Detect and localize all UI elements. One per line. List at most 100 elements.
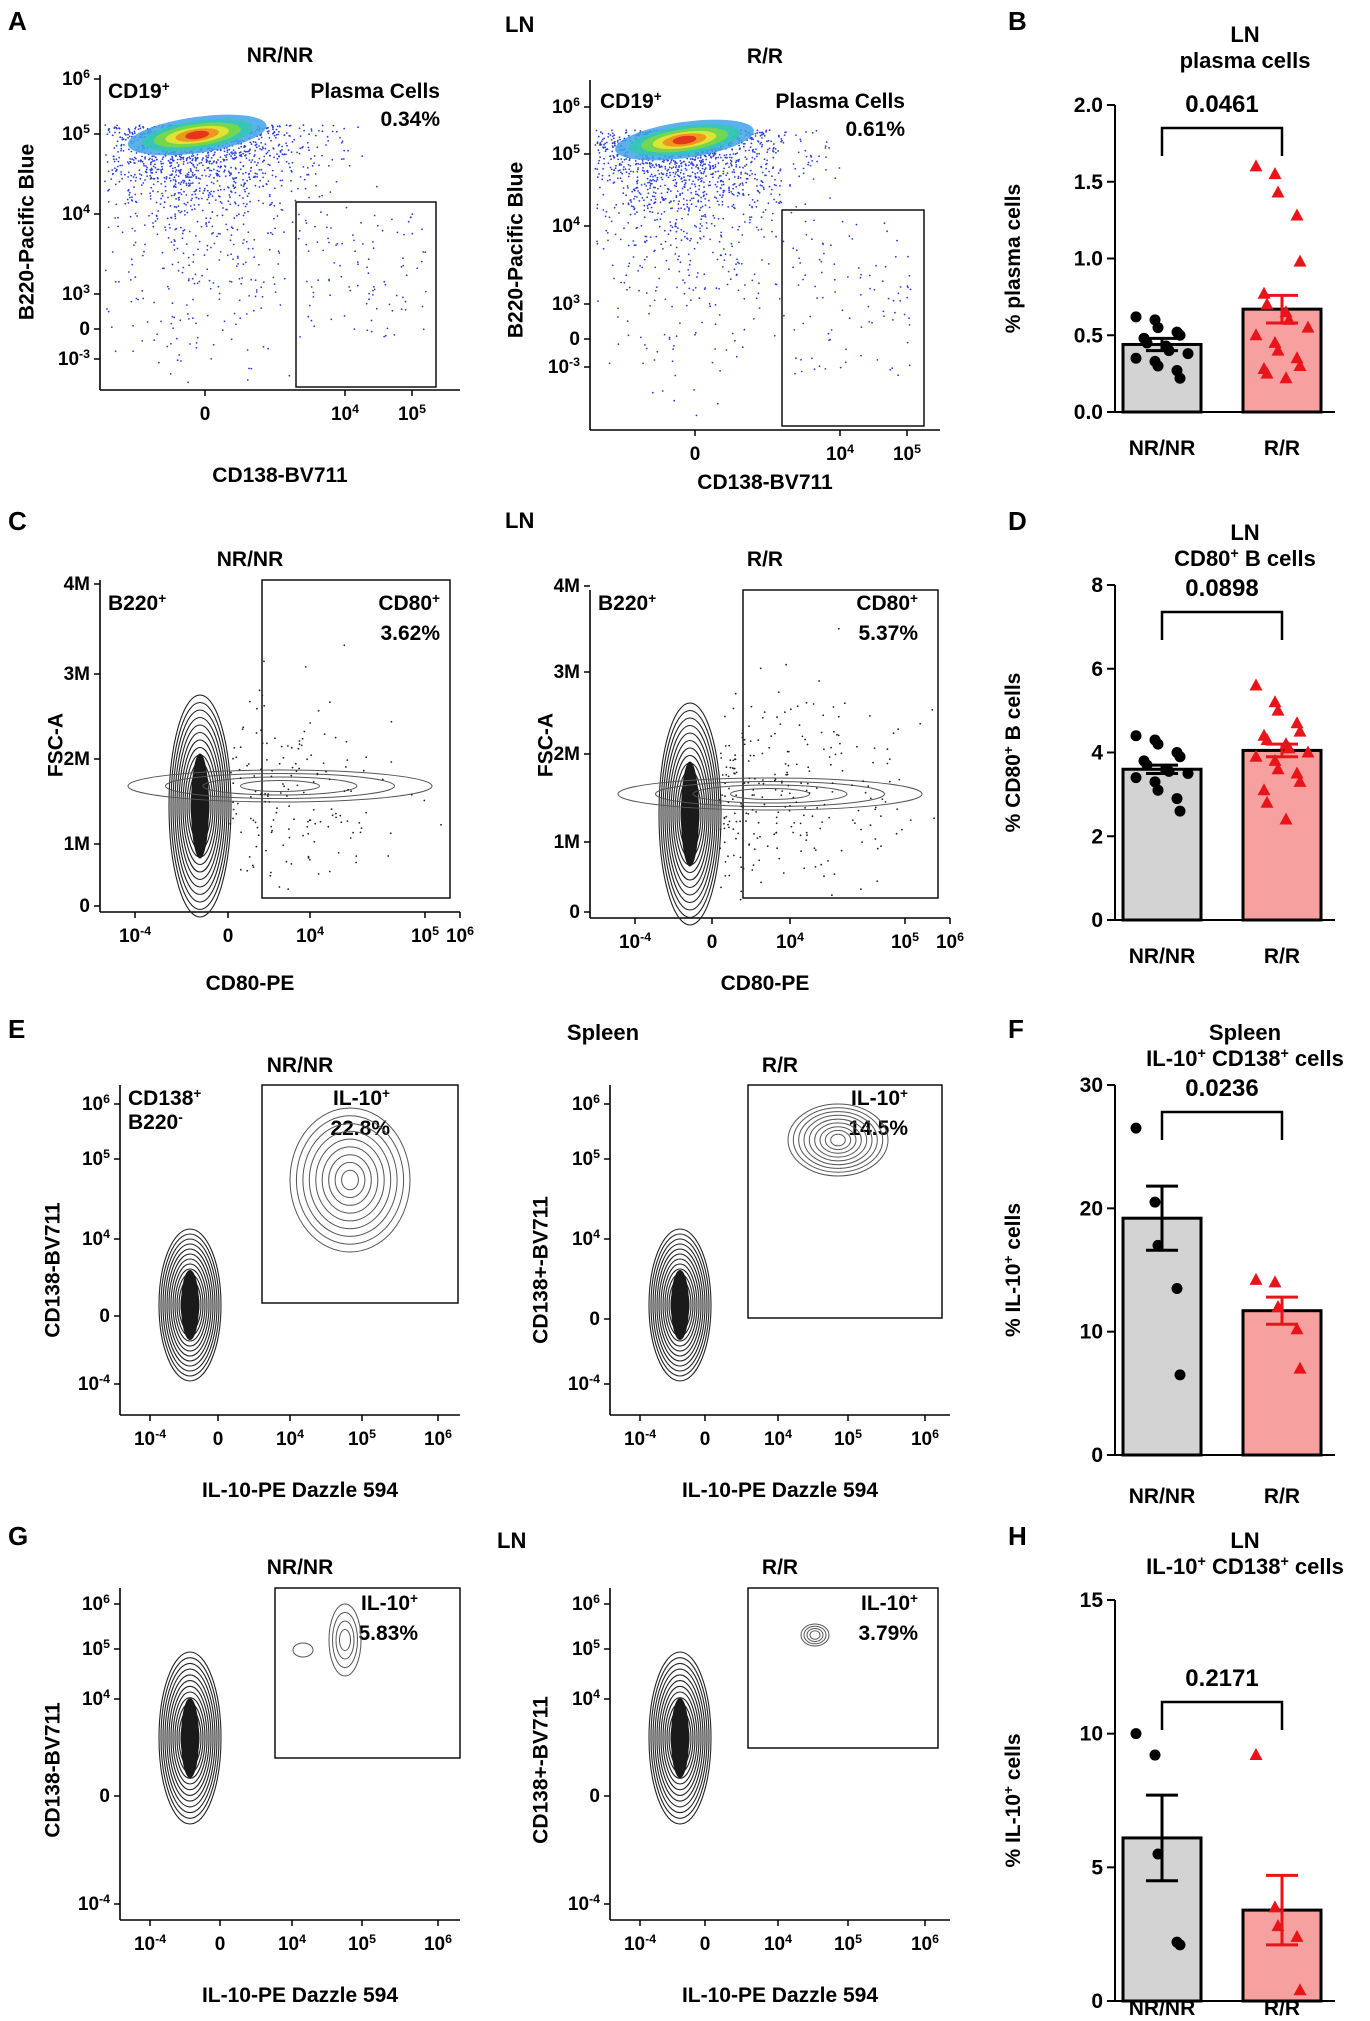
flow-xlabel-g-nrnr: IL-10-PE Dazzle 594 — [202, 1984, 398, 2007]
flow-ytick-label-e-rr: 10-4 — [568, 1372, 600, 1395]
flow-ytick-label-e-nrnr: 10-4 — [78, 1372, 110, 1395]
bar-ytick-label-h: 10 — [1080, 1723, 1103, 1746]
bar-ytick-label-d: 2 — [1091, 825, 1103, 848]
flow-ylabel-e-nrnr: CD138-BV711 — [41, 1202, 64, 1338]
data-point-d-rr — [1260, 732, 1274, 745]
data-point-b-rr — [1257, 286, 1271, 299]
section-header-ln-a: LN — [505, 12, 534, 37]
flow-xtick-label-e-nrnr: 10-4 — [134, 1427, 166, 1450]
flow-ylabel-c-rr: FSC-A — [534, 713, 557, 777]
significance-bracket-h — [1160, 1700, 1284, 1730]
panel-label-b: B — [1008, 6, 1027, 36]
flow-ylabel-g-rr: CD138+-BV711 — [529, 1696, 552, 1844]
gate-rect-c-rr — [742, 589, 939, 899]
data-point-b-rr — [1249, 328, 1263, 341]
flow-ytick-label-g-nrnr: 104 — [82, 1687, 110, 1710]
flow-events-a-nrnr — [104, 114, 427, 384]
flow-xlabel-a-nrnr: CD138-BV711 — [212, 464, 348, 487]
data-point-b-nrnr — [1130, 311, 1142, 323]
bar-ytick-label-h: 0 — [1091, 1990, 1103, 2013]
flow-xtick-label-a-nrnr: 104 — [331, 402, 359, 425]
gate-value-e-nrnr: 22.8% — [330, 1117, 390, 1140]
bar-category-b-1: R/R — [1264, 437, 1300, 460]
gate-value-c-rr: 5.37% — [858, 622, 918, 645]
gate-value-e-rr: 14.5% — [848, 1117, 908, 1140]
bar-ytick-label-d: 4 — [1091, 742, 1103, 765]
data-point-h-rr — [1293, 1983, 1307, 1996]
flow-ylabel-a-rr: B220-Pacific Blue — [504, 162, 527, 338]
section-header-ln-c: LN — [505, 508, 534, 533]
flow-ytick-label-c-rr: 0 — [569, 902, 580, 923]
flow-xtick-label-g-rr: 105 — [834, 1932, 862, 1955]
bar-category-f-1: R/R — [1264, 1485, 1300, 1508]
data-point-d-nrnr — [1141, 759, 1153, 771]
data-point-f-rr — [1290, 1322, 1304, 1335]
flow-xtick-label-a-rr: 0 — [690, 444, 701, 465]
significance-bracket-b — [1160, 126, 1284, 156]
flow-ytick-label-a-nrnr: 106 — [62, 67, 90, 90]
flow-xtick-label-c-nrnr: 106 — [446, 924, 474, 947]
section-header-ln-g: LN — [497, 1528, 526, 1553]
flow-title-a-rr: R/R — [747, 45, 783, 68]
bar-f-0 — [1121, 1216, 1203, 1457]
gate-value-g-rr: 3.79% — [858, 1622, 918, 1645]
flow-xtick-label-a-nrnr: 0 — [200, 404, 211, 425]
gate-rect-e-rr — [747, 1084, 943, 1319]
flow-events-c-nrnr — [127, 644, 442, 918]
flow-xtick-label-c-nrnr: 0 — [223, 926, 234, 947]
bar-category-h-0: NR/NR — [1129, 1997, 1196, 2020]
gate-name-e-nrnr: IL-10+ — [333, 1086, 390, 1111]
flow-ytick-label-g-rr: 10-4 — [568, 1892, 600, 1915]
bar-category-d-1: R/R — [1264, 945, 1300, 968]
flow-ytick-label-a-nrnr: 0 — [79, 319, 90, 340]
flow-xtick-label-g-nrnr: 105 — [348, 1932, 376, 1955]
flow-ytick-label-c-nrnr: 1M — [64, 834, 90, 855]
flow-ytick-label-c-nrnr: 4M — [64, 574, 90, 595]
data-point-f-nrnr — [1152, 1239, 1164, 1251]
flow-ytick-label-a-rr: 103 — [552, 292, 580, 315]
flow-ytick-label-g-rr: 0 — [589, 1786, 600, 1807]
bar-title-h: LN — [1230, 1528, 1259, 1553]
bar-category-h-1: R/R — [1264, 1997, 1300, 2020]
flow-xlabel-c-nrnr: CD80-PE — [206, 972, 295, 995]
flow-ytick-label-g-nrnr: 0 — [99, 1786, 110, 1807]
flow-ytick-label-c-nrnr: 2M — [64, 749, 90, 770]
gate-name-e-rr: IL-10+ — [851, 1086, 908, 1111]
flow-ytick-label-e-rr: 106 — [572, 1092, 600, 1115]
parent-gate-label-c-rr: B220+ — [598, 591, 656, 616]
gate-name-a-rr: Plasma Cells — [775, 90, 905, 113]
flow-xtick-label-c-rr: 106 — [936, 930, 964, 953]
flow-ytick-label-c-rr: 2M — [554, 744, 580, 765]
data-point-d-nrnr — [1130, 730, 1142, 742]
flow-ytick-label-a-nrnr: 10-3 — [58, 347, 90, 370]
flow-xlabel-e-rr: IL-10-PE Dazzle 594 — [682, 1479, 878, 1502]
flow-events-g-nrnr — [158, 1603, 362, 1825]
data-point-h-rr — [1268, 1900, 1282, 1913]
data-point-f-rr — [1249, 1272, 1263, 1285]
gate-rect-a-nrnr — [295, 201, 437, 388]
data-point-d-rr — [1293, 724, 1307, 737]
flow-xtick-label-e-nrnr: 104 — [276, 1427, 304, 1450]
flow-ytick-label-c-rr: 3M — [554, 662, 580, 683]
data-point-b-nrnr — [1182, 348, 1194, 360]
data-point-b-rr — [1268, 167, 1282, 180]
flow-ytick-label-g-rr: 104 — [572, 1687, 600, 1710]
flow-xtick-label-g-nrnr: 104 — [278, 1932, 306, 1955]
flow-xtick-label-c-rr: 105 — [891, 930, 919, 953]
panel-label-c: C — [8, 506, 27, 536]
flow-ylabel-c-nrnr: FSC-A — [44, 713, 67, 777]
bar-category-d-0: NR/NR — [1129, 945, 1196, 968]
flow-xtick-label-g-nrnr: 0 — [215, 1934, 226, 1955]
bar-ytick-label-d: 0 — [1091, 909, 1103, 932]
bar-title-d: LN — [1230, 520, 1259, 545]
parent-gate-label-a-rr: CD19+ — [600, 89, 662, 114]
data-point-b-nrnr — [1152, 322, 1164, 334]
data-point-b-nrnr — [1141, 337, 1153, 349]
data-point-h-nrnr — [1149, 1749, 1161, 1761]
gate-value-g-nrnr: 5.83% — [358, 1622, 418, 1645]
bar-b-1 — [1241, 307, 1323, 414]
flow-title-e-rr: R/R — [762, 1054, 798, 1077]
bar-ylabel-b: % plasma cells — [1002, 184, 1025, 333]
significance-bracket-d — [1160, 610, 1284, 640]
flow-ytick-label-e-rr: 0 — [589, 1309, 600, 1330]
